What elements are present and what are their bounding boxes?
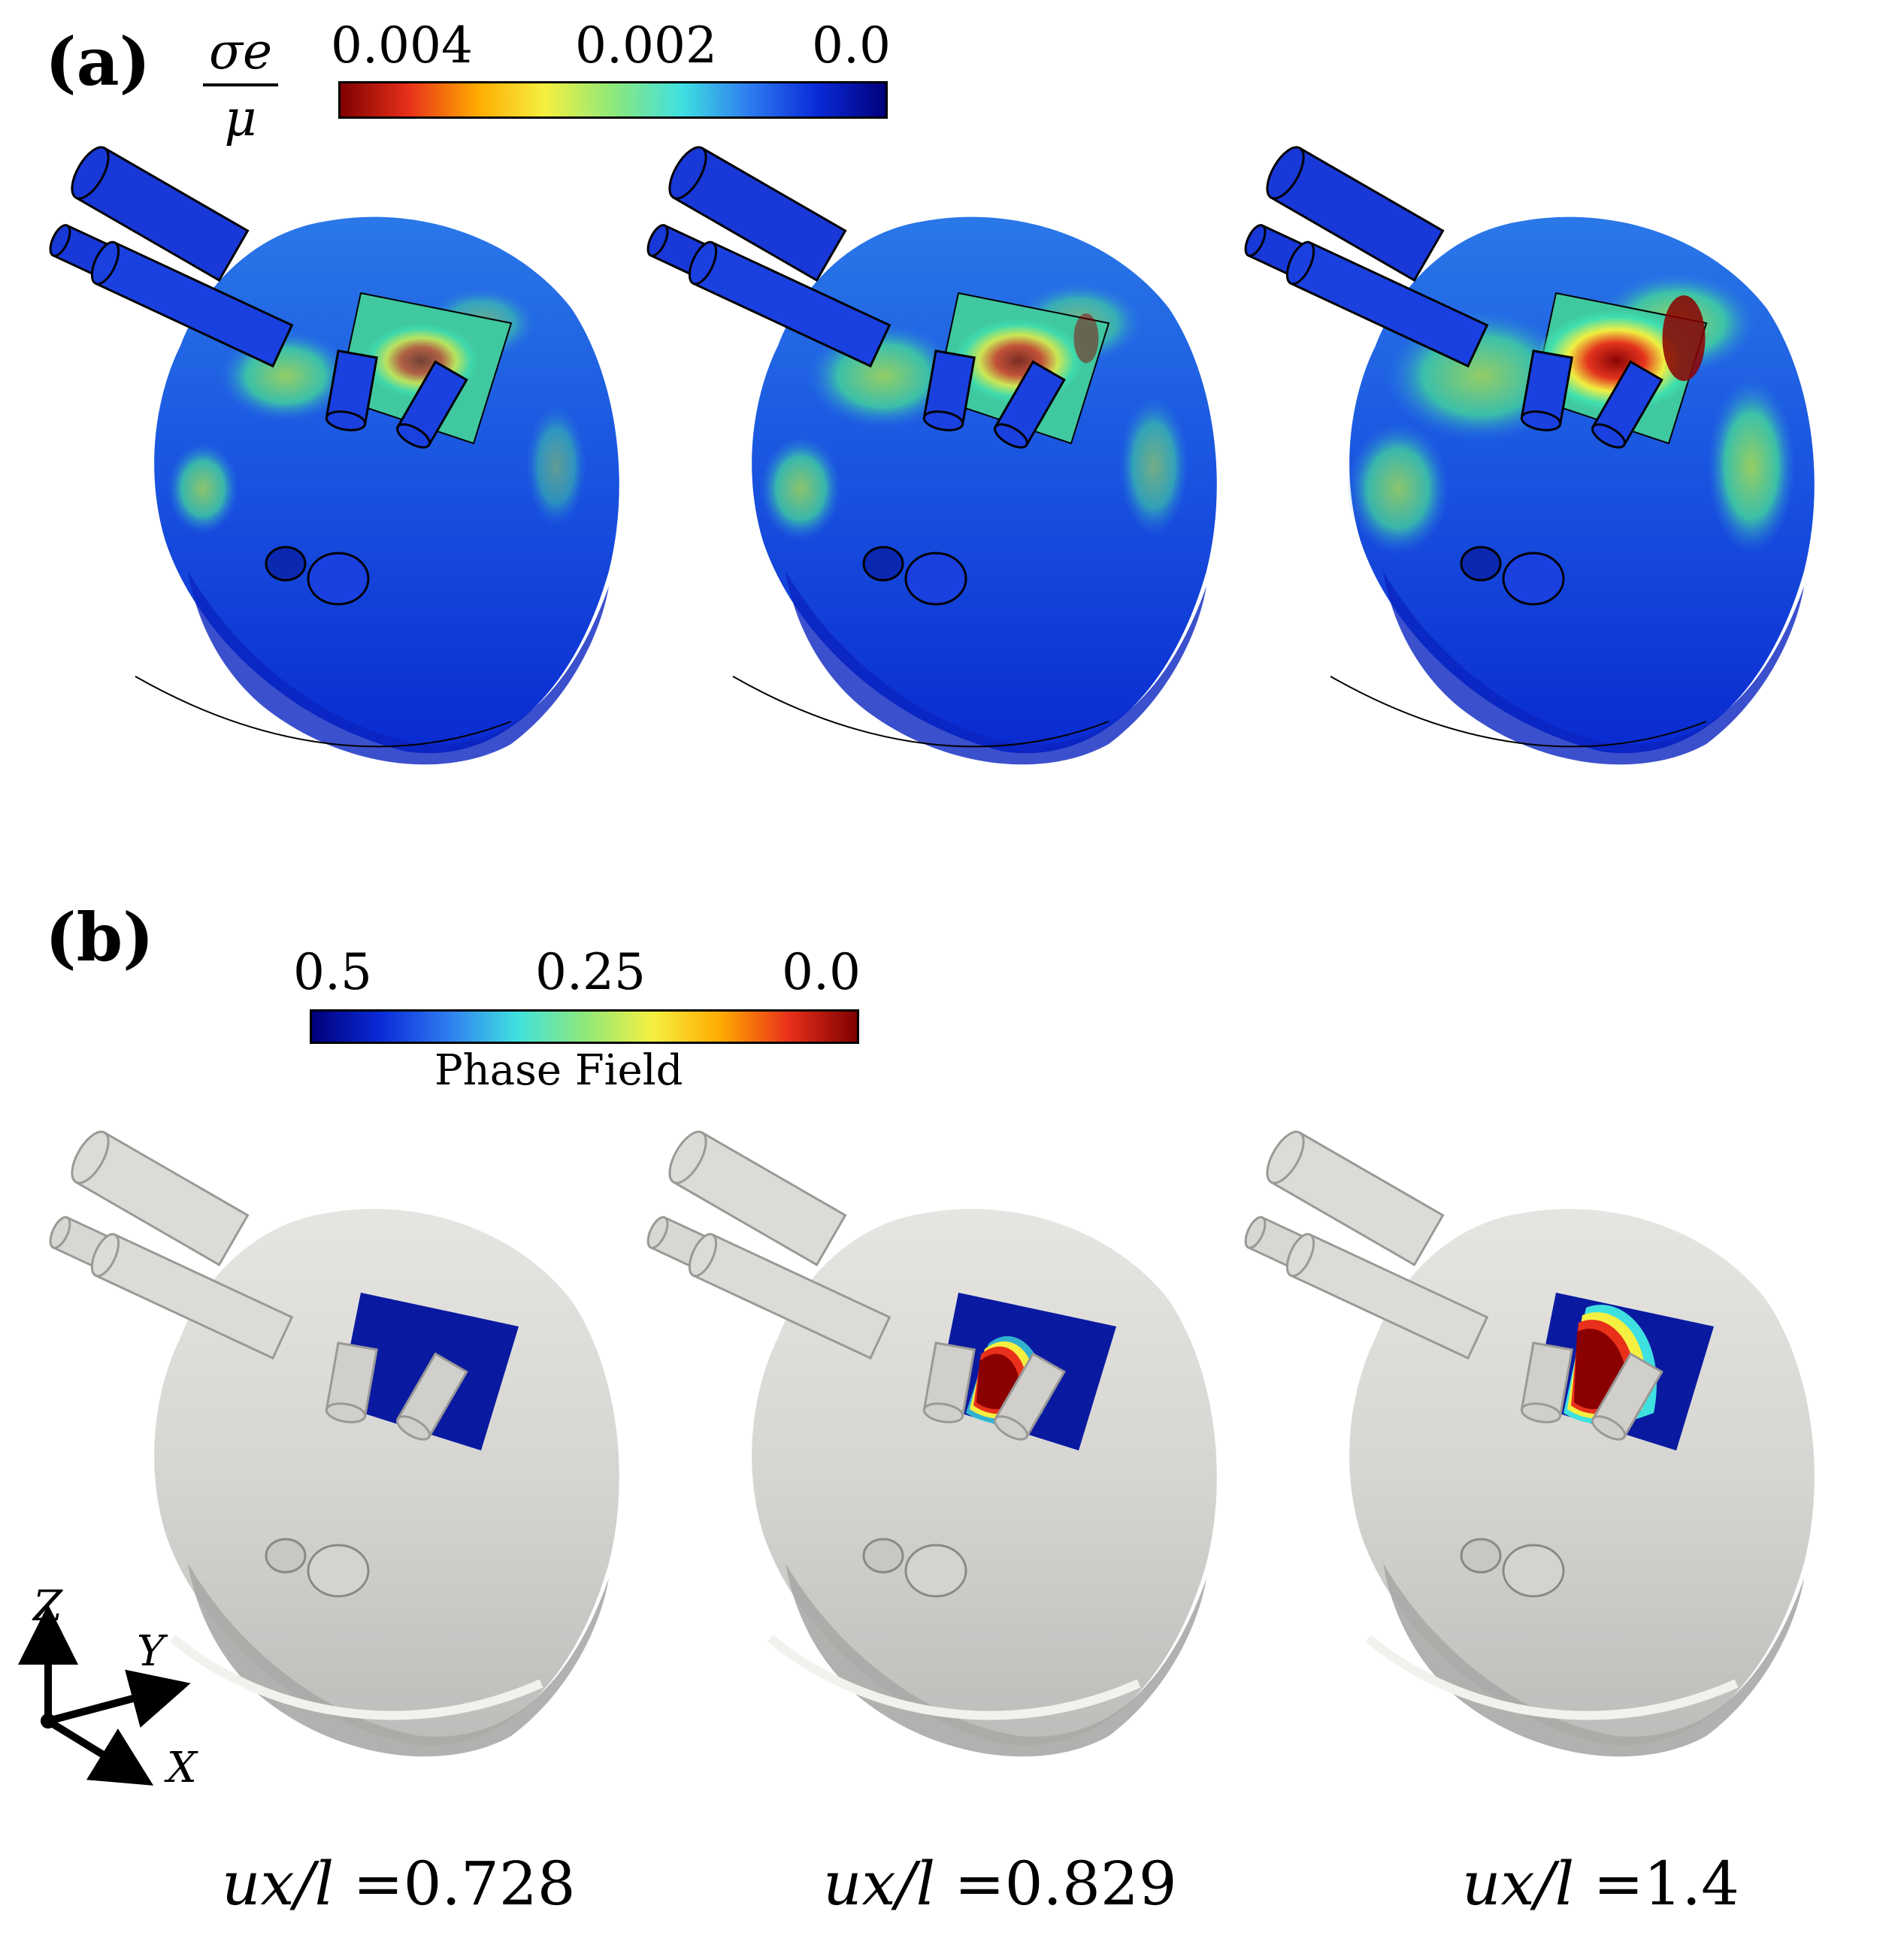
colorbar-b-tick-2: 0.25 [535, 943, 646, 1001]
heart-base [786, 571, 1206, 765]
phase-heart-1 [49, 1130, 619, 1757]
heart-base [786, 1563, 1206, 1757]
colorbar-a-tick-1: 0.004 [331, 17, 473, 74]
phase-heart-3 [1244, 1130, 1815, 1757]
heart-base [1383, 571, 1804, 765]
colorbar-b [310, 1009, 859, 1044]
caption-1-value: 0.728 [403, 1849, 576, 1919]
colorbar-a-tick-3: 0.0 [812, 17, 891, 74]
heart-base [188, 1563, 609, 1757]
colorbar-b-tick-3: 0.0 [782, 943, 861, 1001]
caption-1: ux/l =0.728 [222, 1849, 576, 1919]
heart-base [188, 571, 609, 765]
caption-2: ux/l =0.829 [823, 1849, 1177, 1919]
caption-3-value: 1.4 [1643, 1849, 1739, 1919]
colorbar-b-title: Phase Field [434, 1046, 683, 1095]
colorbar-a [338, 81, 888, 119]
ridge [1365, 1635, 1739, 1720]
y-axis-arrow [47, 1669, 191, 1728]
colorbar-b-tick-1: 0.5 [293, 943, 372, 1001]
axis-triad [18, 1605, 191, 1786]
ridge [170, 1635, 543, 1720]
z-axis-label: Z [33, 1582, 62, 1631]
colorbar-a-tick-2: 0.002 [575, 17, 717, 74]
stress-heart-3 [1244, 146, 1815, 765]
caption-3-lhs: ux/l = [1462, 1849, 1644, 1919]
colorbar-a-title: σe μ [203, 23, 278, 147]
y-axis-label: Y [137, 1627, 165, 1676]
panel-a-label: (a) [45, 23, 151, 101]
caption-2-lhs: ux/l = [823, 1849, 1005, 1919]
stress-heart-2 [646, 146, 1217, 765]
heart-base [1383, 1563, 1804, 1757]
colorbar-a-title-denominator: μ [224, 89, 257, 147]
x-axis-arrow [46, 1717, 154, 1786]
phase-heart-2 [646, 1130, 1217, 1757]
caption-1-lhs: ux/l = [222, 1849, 404, 1919]
x-axis-label: X [167, 1744, 197, 1792]
caption-2-value: 0.829 [1004, 1849, 1177, 1919]
stress-heart-1 [49, 146, 619, 765]
axis-origin [41, 1713, 56, 1729]
ridge [767, 1635, 1141, 1720]
colorbar-a-title-numerator: σe [203, 23, 278, 86]
caption-3: ux/l =1.4 [1462, 1849, 1739, 1919]
panel-b-label: (b) [45, 898, 154, 976]
